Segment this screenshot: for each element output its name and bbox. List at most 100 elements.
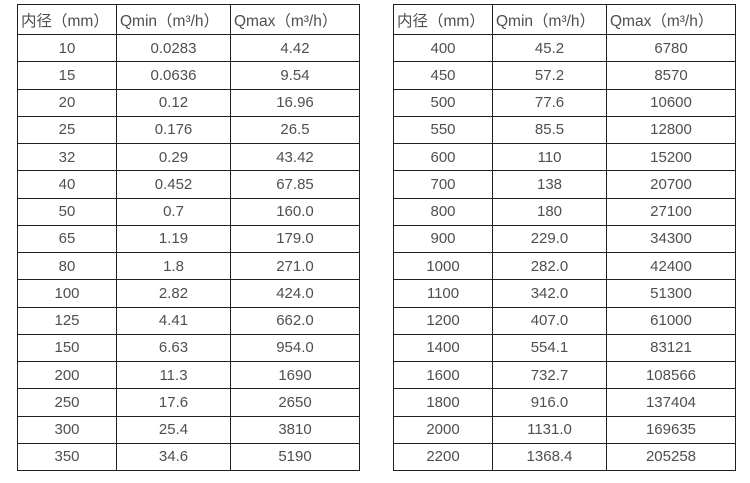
table-cell: 40 — [17, 170, 117, 199]
table-row: 900 229.0 34300 — [393, 224, 736, 254]
table-row: 550 85.5 12800 — [393, 115, 736, 145]
table-cell: 0.0636 — [116, 61, 231, 90]
table-cell: 67.85 — [230, 170, 360, 199]
table-cell: 1800 — [393, 388, 493, 417]
table-row: 600 110 15200 — [393, 142, 736, 172]
table-cell: 11.3 — [116, 360, 231, 390]
table-row: 300 25.4 3810 — [17, 415, 360, 444]
table-cell: 169635 — [606, 415, 736, 444]
table-row: 65 1.19 179.0 — [17, 224, 360, 254]
table-cell: 900 — [393, 224, 493, 254]
table-row: 1100 342.0 51300 — [393, 279, 736, 308]
table-row: 500 77.6 10600 — [393, 88, 736, 117]
table-row: 450 57.2 8570 — [393, 61, 736, 90]
table-cell: 550 — [393, 115, 493, 145]
table-cell: 42400 — [606, 251, 736, 281]
table-row: 20 0.12 16.96 — [17, 88, 360, 117]
table-row: 150 6.63 954.0 — [17, 333, 360, 363]
table-cell: 500 — [393, 88, 493, 117]
table-cell: 2000 — [393, 415, 493, 444]
table-cell: 400 — [393, 33, 493, 63]
table-cell: 1400 — [393, 333, 493, 363]
table-cell: 15200 — [606, 142, 736, 172]
header-row: 内径（mm） Qmin（m³/h） Qmax（m³/h） — [17, 4, 360, 35]
table-cell: 1600 — [393, 360, 493, 390]
table-cell: 0.7 — [116, 197, 231, 226]
column-header: Qmin（m³/h） — [116, 4, 231, 35]
table-cell: 8570 — [606, 61, 736, 90]
header-row: 内径（mm） Qmin（m³/h） Qmax（m³/h） — [393, 4, 736, 35]
table-row: 1200 407.0 61000 — [393, 306, 736, 335]
table-row: 350 34.6 5190 — [17, 442, 360, 472]
table-cell: 450 — [393, 61, 493, 90]
table-row: 32 0.29 43.42 — [17, 142, 360, 172]
table-cell: 34300 — [606, 224, 736, 254]
table-cell: 77.6 — [492, 88, 607, 117]
table-cell: 17.6 — [116, 388, 231, 417]
table-cell: 3810 — [230, 415, 360, 444]
table-cell: 0.12 — [116, 88, 231, 117]
table-cell: 4.41 — [116, 306, 231, 335]
table-row: 10 0.0283 4.42 — [17, 33, 360, 63]
table-cell: 16.96 — [230, 88, 360, 117]
table-cell: 1000 — [393, 251, 493, 281]
table-row: 15 0.0636 9.54 — [17, 61, 360, 90]
table-cell: 205258 — [606, 442, 736, 472]
table-cell: 138 — [492, 170, 607, 199]
table-cell: 9.54 — [230, 61, 360, 90]
table-row: 2000 1131.0 169635 — [393, 415, 736, 444]
column-header: Qmax（m³/h） — [606, 4, 736, 35]
table-row: 50 0.7 160.0 — [17, 197, 360, 226]
table-cell: 1.8 — [116, 251, 231, 281]
table-cell: 160.0 — [230, 197, 360, 226]
table-cell: 10600 — [606, 88, 736, 117]
table-cell: 5190 — [230, 442, 360, 472]
table-cell: 32 — [17, 142, 117, 172]
table-cell: 150 — [17, 333, 117, 363]
table-row: 1600 732.7 108566 — [393, 360, 736, 390]
table-cell: 180 — [492, 197, 607, 226]
table-cell: 0.29 — [116, 142, 231, 172]
table-cell: 250 — [17, 388, 117, 417]
table-cell: 350 — [17, 442, 117, 472]
table-cell: 954.0 — [230, 333, 360, 363]
table-cell: 407.0 — [492, 306, 607, 335]
flow-table-small-diameters: 内径（mm） Qmin（m³/h） Qmax（m³/h） 10 0.0283 4.42 15… — [17, 4, 360, 472]
table-cell: 34.6 — [116, 442, 231, 472]
table-cell: 1131.0 — [492, 415, 607, 444]
table-cell: 282.0 — [492, 251, 607, 281]
column-header: 内径（mm） — [17, 4, 117, 35]
table-cell: 20700 — [606, 170, 736, 199]
table-cell: 2650 — [230, 388, 360, 417]
table-row: 2200 1368.4 205258 — [393, 442, 736, 472]
table-cell: 27100 — [606, 197, 736, 226]
table-cell: 57.2 — [492, 61, 607, 90]
table-cell: 424.0 — [230, 279, 360, 308]
table-cell: 1200 — [393, 306, 493, 335]
table-cell: 4.42 — [230, 33, 360, 63]
table-cell: 554.1 — [492, 333, 607, 363]
table-row: 1400 554.1 83121 — [393, 333, 736, 363]
table-cell: 0.452 — [116, 170, 231, 199]
column-header: Qmax（m³/h） — [230, 4, 360, 35]
table-cell: 50 — [17, 197, 117, 226]
table-cell: 1690 — [230, 360, 360, 390]
table-cell: 26.5 — [230, 115, 360, 145]
table-cell: 125 — [17, 306, 117, 335]
table-cell: 600 — [393, 142, 493, 172]
table-cell: 0.0283 — [116, 33, 231, 63]
table-cell: 916.0 — [492, 388, 607, 417]
column-header: 内径（mm） — [393, 4, 493, 35]
table-cell: 65 — [17, 224, 117, 254]
table-row: 800 180 27100 — [393, 197, 736, 226]
table-row: 40 0.452 67.85 — [17, 170, 360, 199]
table-row: 1800 916.0 137404 — [393, 388, 736, 417]
table-cell: 51300 — [606, 279, 736, 308]
table-cell: 342.0 — [492, 279, 607, 308]
table-cell: 800 — [393, 197, 493, 226]
table-cell: 179.0 — [230, 224, 360, 254]
column-header: Qmin（m³/h） — [492, 4, 607, 35]
table-cell: 83121 — [606, 333, 736, 363]
table-row: 200 11.3 1690 — [17, 360, 360, 390]
table-row: 1000 282.0 42400 — [393, 251, 736, 281]
